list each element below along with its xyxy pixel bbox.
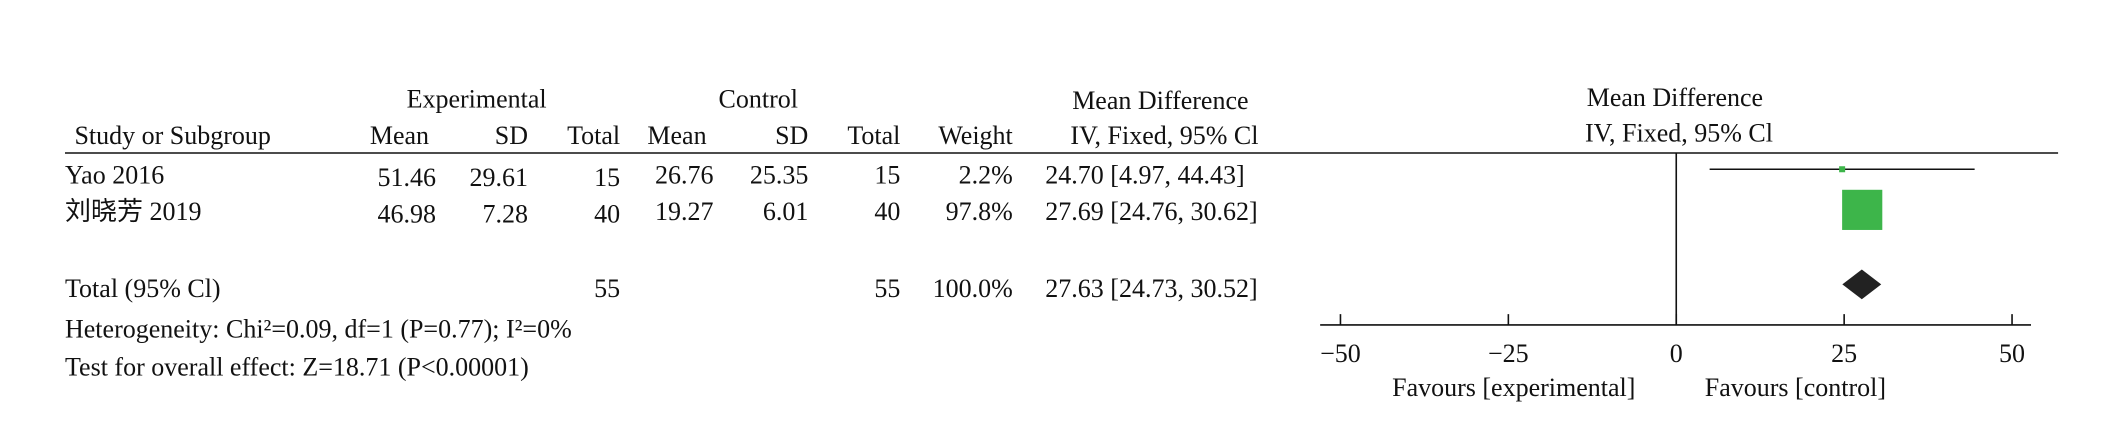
column-header: Total xyxy=(847,121,900,150)
column-header: Mean Difference xyxy=(1072,86,1248,115)
plot-subtitle: IV, Fixed, 95% Cl xyxy=(1585,118,1773,147)
cell: 24.70 [4.97, 44.43] xyxy=(1045,160,1244,189)
group-header: Control xyxy=(719,85,798,114)
plot-title: Mean Difference xyxy=(1587,83,1763,112)
x-tick-label: 25 xyxy=(1831,339,1857,368)
cell: 51.46 xyxy=(377,163,436,192)
cell: 55 xyxy=(594,274,620,303)
study-name: Yao 2016 xyxy=(65,160,164,189)
cell: 46.98 xyxy=(377,200,436,229)
cell: 40 xyxy=(594,200,620,229)
cell: 27.69 [24.76, 30.62] xyxy=(1045,197,1257,226)
cell: 25.35 xyxy=(750,160,809,189)
x-tick-label: 50 xyxy=(1999,339,2025,368)
overall-effect: Test for overall effect: Z=18.71 (P<0.00… xyxy=(65,353,529,382)
cell: 15 xyxy=(594,163,620,192)
column-header: IV, Fixed, 95% Cl xyxy=(1070,121,1258,150)
cell: 7.28 xyxy=(483,200,529,229)
cell: 2.2% xyxy=(959,160,1013,189)
total-diamond xyxy=(1842,269,1882,300)
column-header: Study or Subgroup xyxy=(74,121,270,150)
favours-label: Favours [control] xyxy=(1705,373,1886,402)
x-tick-label: −50 xyxy=(1320,339,1361,368)
cell: 55 xyxy=(874,274,900,303)
study-name: 刘晓芳 2019 xyxy=(65,197,202,226)
column-header: Weight xyxy=(938,121,1013,150)
total-name: Total (95% Cl) xyxy=(65,274,221,303)
x-tick-label: 0 xyxy=(1670,339,1683,368)
cell: 6.01 xyxy=(763,197,809,226)
cell: 97.8% xyxy=(946,197,1013,226)
cell: 29.61 xyxy=(470,163,529,192)
column-header: SD xyxy=(775,121,808,150)
group-header: Experimental xyxy=(407,85,547,114)
cell: 27.63 [24.73, 30.52] xyxy=(1045,274,1257,303)
cell: 26.76 xyxy=(655,160,714,189)
effect-square xyxy=(1842,189,1883,230)
column-header: Total xyxy=(567,121,620,150)
column-header: SD xyxy=(495,121,528,150)
favours-label: Favours [experimental] xyxy=(1392,373,1635,402)
effect-square xyxy=(1839,166,1846,173)
cell: 19.27 xyxy=(655,197,714,226)
x-tick-label: −25 xyxy=(1488,339,1529,368)
cell: 15 xyxy=(874,160,900,189)
column-header: Mean xyxy=(647,121,706,150)
heterogeneity: Heterogeneity: Chi²=0.09, df=1 (P=0.77);… xyxy=(65,315,572,344)
column-header: Mean xyxy=(370,121,429,150)
cell: 100.0% xyxy=(933,274,1013,303)
cell: 40 xyxy=(874,197,900,226)
